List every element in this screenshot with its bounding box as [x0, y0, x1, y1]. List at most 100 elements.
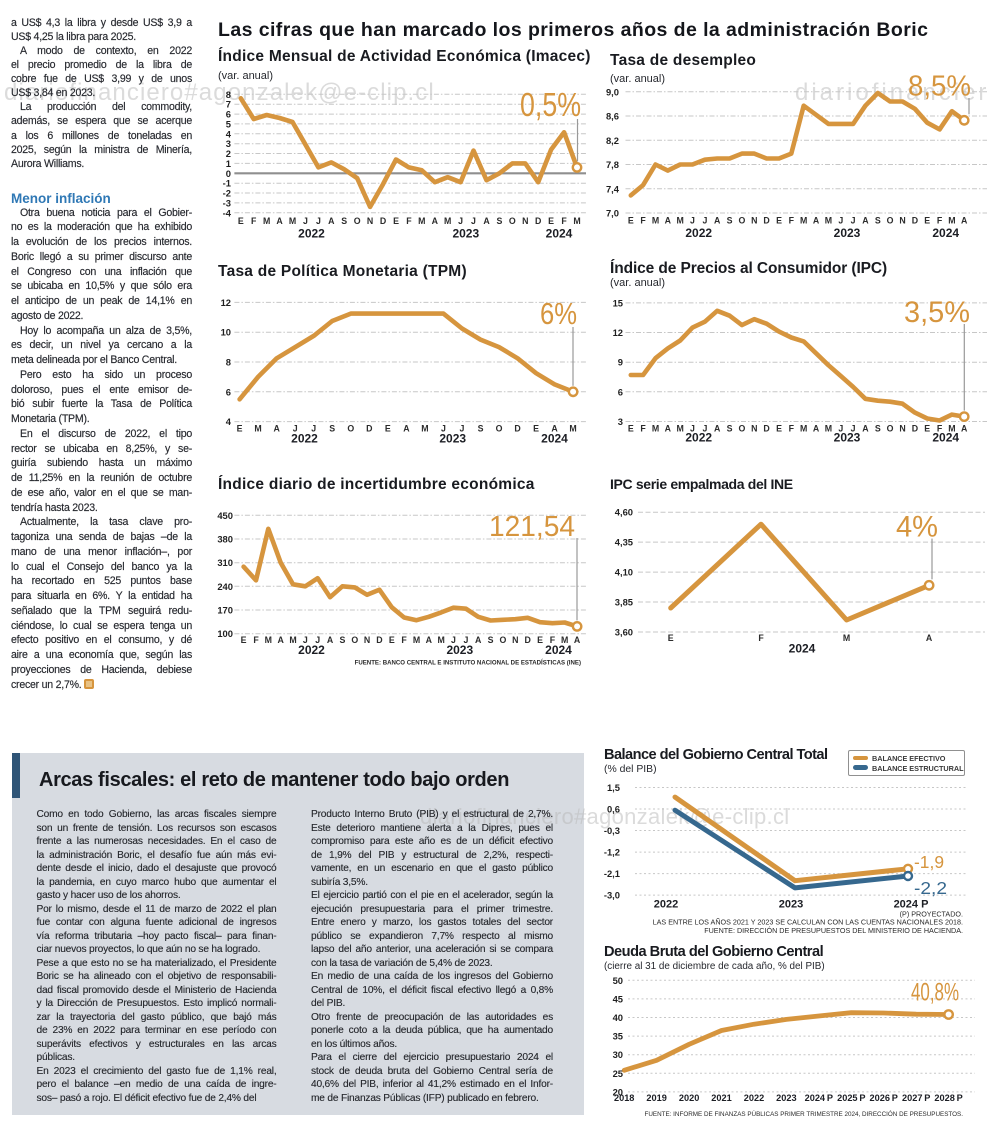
svg-text:A: A: [432, 216, 439, 226]
svg-text:J: J: [851, 424, 856, 434]
svg-text:O: O: [354, 216, 361, 226]
svg-text:6: 6: [226, 386, 231, 397]
svg-text:A: A: [328, 216, 335, 226]
svg-text:E: E: [548, 216, 554, 226]
svg-text:2025 P: 2025 P: [837, 1093, 865, 1103]
svg-text:2021: 2021: [711, 1093, 731, 1103]
svg-text:N: N: [367, 216, 373, 226]
svg-text:J: J: [471, 216, 476, 226]
svg-text:A: A: [926, 633, 933, 643]
svg-text:8: 8: [226, 357, 231, 368]
svg-text:3: 3: [618, 416, 623, 427]
svg-text:3,5%: 3,5%: [904, 296, 970, 329]
svg-text:J: J: [311, 424, 316, 434]
svg-text:4,10: 4,10: [615, 567, 633, 578]
svg-text:310: 310: [217, 557, 233, 568]
svg-text:S: S: [875, 216, 881, 226]
svg-text:O: O: [887, 216, 894, 226]
svg-text:E: E: [924, 216, 930, 226]
svg-text:S: S: [329, 424, 335, 434]
svg-text:M: M: [263, 216, 270, 226]
svg-text:M: M: [561, 635, 568, 645]
svg-text:A: A: [665, 216, 672, 226]
svg-text:2024: 2024: [932, 431, 959, 445]
svg-text:J: J: [316, 216, 321, 226]
svg-text:2022: 2022: [744, 1093, 764, 1103]
svg-text:7,4: 7,4: [606, 183, 620, 194]
svg-text:A: A: [714, 216, 721, 226]
svg-text:2024: 2024: [541, 432, 568, 446]
svg-text:8,2: 8,2: [606, 135, 619, 146]
svg-text:2024 P: 2024 P: [805, 1093, 833, 1103]
svg-text:F: F: [251, 216, 257, 226]
svg-text:2022: 2022: [685, 226, 712, 240]
svg-text:2024 P: 2024 P: [894, 899, 929, 911]
svg-text:A: A: [813, 424, 820, 434]
svg-text:J: J: [303, 216, 308, 226]
svg-text:J: J: [441, 424, 446, 434]
svg-text:6: 6: [618, 386, 623, 397]
svg-text:E: E: [238, 216, 244, 226]
svg-text:380: 380: [217, 534, 233, 545]
svg-text:450: 450: [217, 510, 233, 521]
svg-text:-2,2: -2,2: [914, 878, 947, 898]
svg-text:121,54: 121,54: [489, 511, 575, 543]
svg-text:FUENTE: BANCO CENTRAL E INSTIT: FUENTE: BANCO CENTRAL E INSTITUTO NACION…: [355, 659, 581, 667]
svg-text:J: J: [702, 216, 707, 226]
svg-text:J: J: [838, 424, 843, 434]
svg-text:S: S: [875, 424, 881, 434]
svg-text:J: J: [460, 424, 465, 434]
svg-text:6%: 6%: [540, 296, 577, 331]
svg-text:LAS ENTRE LOS AÑOS 2021 Y 2023: LAS ENTRE LOS AÑOS 2021 Y 2023 SE CALCUL…: [653, 918, 963, 927]
svg-text:F: F: [640, 424, 646, 434]
svg-text:F: F: [937, 216, 943, 226]
svg-text:E: E: [628, 216, 634, 226]
svg-text:A: A: [574, 635, 581, 645]
svg-text:E: E: [393, 216, 399, 226]
svg-text:S: S: [339, 635, 345, 645]
svg-text:M: M: [825, 216, 832, 226]
svg-text:F: F: [253, 635, 259, 645]
svg-text:2024: 2024: [546, 227, 573, 241]
svg-text:7,8: 7,8: [606, 159, 619, 170]
svg-text:N: N: [512, 635, 518, 645]
svg-text:3: 3: [226, 138, 231, 149]
svg-text:S: S: [727, 216, 733, 226]
svg-text:4: 4: [226, 416, 232, 427]
svg-text:E: E: [924, 424, 930, 434]
svg-text:2023: 2023: [446, 643, 473, 657]
svg-text:A: A: [278, 635, 285, 645]
svg-text:S: S: [727, 424, 733, 434]
svg-text:M: M: [265, 635, 272, 645]
svg-text:M: M: [573, 216, 580, 226]
svg-text:O: O: [738, 216, 745, 226]
svg-text:100: 100: [217, 628, 233, 639]
svg-text:O: O: [347, 424, 354, 434]
svg-text:50: 50: [613, 975, 623, 986]
svg-text:J: J: [293, 424, 298, 434]
svg-text:O: O: [499, 635, 506, 645]
svg-text:8: 8: [226, 89, 231, 100]
svg-text:F: F: [561, 216, 567, 226]
svg-text:E: E: [628, 424, 634, 434]
svg-text:-0,3: -0,3: [604, 825, 620, 836]
svg-text:M: M: [825, 424, 832, 434]
svg-text:35: 35: [613, 1031, 623, 1042]
svg-text:2027 P: 2027 P: [902, 1093, 930, 1103]
svg-text:M: M: [413, 635, 420, 645]
svg-text:M: M: [948, 424, 955, 434]
svg-text:F: F: [401, 635, 407, 645]
svg-text:2022: 2022: [291, 432, 318, 446]
svg-text:0,5%: 0,5%: [520, 86, 581, 123]
svg-text:2023: 2023: [776, 1093, 796, 1103]
svg-text:2022: 2022: [298, 227, 325, 241]
svg-text:M: M: [677, 424, 684, 434]
svg-text:A: A: [426, 635, 433, 645]
svg-text:40: 40: [613, 1012, 623, 1023]
svg-text:2022: 2022: [298, 643, 325, 657]
svg-text:A: A: [475, 635, 482, 645]
svg-text:7: 7: [226, 99, 231, 110]
svg-text:-3,0: -3,0: [604, 890, 620, 901]
svg-text:N: N: [522, 216, 528, 226]
svg-text:9,0: 9,0: [606, 86, 619, 97]
